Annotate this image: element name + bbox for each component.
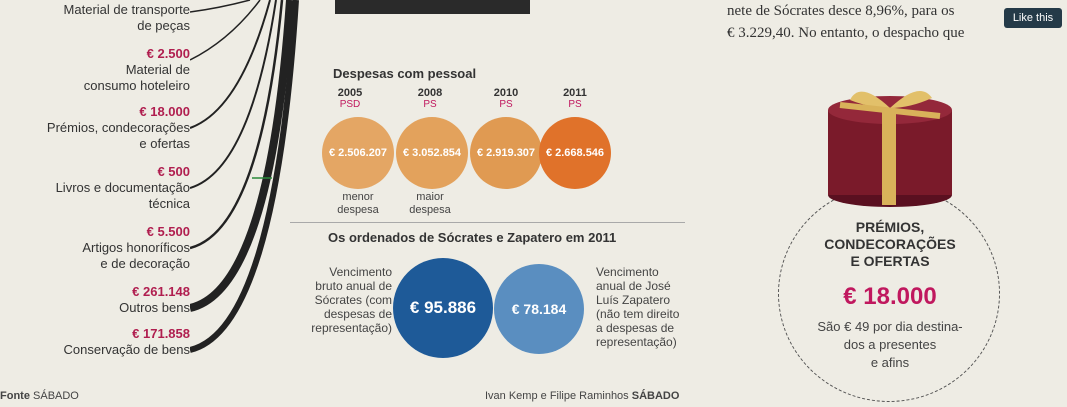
item-conservation-amount: € 171.858 (132, 326, 190, 341)
item-conservation-label: Conservação de bens (63, 342, 190, 357)
item-hotel-label-1: Material de (125, 62, 190, 77)
gift-box-icon (828, 90, 952, 207)
socrates-salary-circle: € 95.886 (393, 258, 493, 358)
gift-desc-2: dos a presentes (843, 337, 937, 352)
zapatero-desc-5: a despesas de (596, 321, 675, 335)
article-text: nete de Sócrates desce 8,96%, para os € … (727, 0, 964, 44)
item-prizes: € 18.000 Prémios, condecorações e oferta… (47, 104, 190, 152)
connector-lines (190, 0, 299, 353)
item-books-label-2: técnica (148, 196, 190, 211)
footer-credit-names: Ivan Kemp e Filipe Raminhos (485, 390, 629, 402)
note-lowest: menor despesa (328, 191, 388, 217)
party-2011: PS (568, 99, 582, 110)
gift-title-2: CONDECORAÇÕES (824, 236, 956, 252)
gift-description: São € 49 por dia destina- dos a presente… (790, 318, 990, 372)
socrates-desc-4: despesas de (323, 307, 392, 321)
item-prizes-label-1: Prémios, condecorações (46, 120, 190, 135)
circle-2011: € 2.668.546 (539, 117, 611, 189)
zapatero-desc-3: Luís Zapatero (596, 293, 671, 307)
item-decor-label-2: e de decoração (100, 256, 190, 271)
note-lowest-2: despesa (337, 204, 379, 216)
item-transport-label-1: Material de transporte (63, 2, 190, 17)
gift-title: PRÉMIOS, CONDECORAÇÕES E OFERTAS (790, 219, 990, 270)
zapatero-desc-4: (não tem direito (596, 307, 680, 321)
socrates-desc-5: representação) (311, 321, 392, 335)
section-divider (290, 222, 685, 223)
item-prizes-label-2: e ofertas (139, 136, 190, 151)
like-button[interactable]: Like this (1004, 8, 1062, 28)
item-decor-amount: € 5.500 (146, 224, 190, 239)
year-2010: 2010 (493, 87, 519, 99)
zapatero-desc-6: representação) (596, 335, 677, 349)
socrates-desc-2: bruto anual de (315, 279, 392, 293)
year-2008: 2008 (417, 87, 443, 99)
socrates-desc-1: Vencimento (329, 265, 392, 279)
zapatero-salary-circle: € 78.184 (494, 264, 584, 354)
top-dark-block (335, 0, 530, 14)
zapatero-desc-1: Vencimento (596, 265, 659, 279)
item-hotel: € 2.500 Material de consumo hoteleiro (84, 46, 190, 94)
article-line-2: € 3.229,40. No entanto, o despacho que (727, 25, 965, 41)
footer-source-label: Fonte (0, 390, 30, 402)
item-transport-label-2: de peças (137, 18, 190, 33)
circle-2010: € 2.919.307 (470, 117, 542, 189)
party-2005: PSD (339, 99, 361, 110)
note-lowest-1: menor (342, 191, 374, 203)
item-hotel-label-2: consumo hoteleiro (83, 78, 190, 93)
circle-2008: € 3.052.854 (396, 117, 468, 189)
note-highest: maior despesa (400, 191, 460, 217)
socrates-desc-3: Sócrates (com (314, 293, 392, 307)
salaries-title: Os ordenados de Sócrates e Zapatero em 2… (328, 230, 617, 245)
year-2005: 2005 (337, 87, 363, 99)
year-2011: 2011 (563, 87, 587, 99)
footer-credit-brand: SÁBADO (631, 390, 680, 402)
zapatero-desc-2: anual de José (596, 279, 671, 293)
party-2010: PS (499, 99, 513, 110)
footer-credit: Ivan Kemp e Filipe Raminhos SÁBADO (485, 390, 679, 402)
footer-source: Fonte SÁBADO (0, 390, 79, 402)
item-decor: € 5.500 Artigos honoríficos e de decoraç… (82, 224, 190, 272)
item-decor-label-1: Artigos honoríficos (82, 240, 190, 255)
gift-desc-1: São € 49 por dia destina- (817, 319, 963, 334)
item-other: € 261.148 Outros bens (119, 284, 190, 316)
gift-title-3: E OFERTAS (850, 253, 930, 269)
socrates-description: Vencimento bruto anual de Sócrates (com … (292, 265, 392, 335)
item-transport: Material de transporte de peças (64, 2, 190, 34)
item-conservation: € 171.858 Conservação de bens (64, 326, 190, 358)
note-highest-1: maior (416, 191, 444, 203)
gift-amount: € 18.000 (843, 283, 937, 310)
item-other-label: Outros bens (119, 300, 190, 315)
footer-source-name: SÁBADO (33, 390, 79, 402)
item-prizes-amount: € 18.000 (139, 104, 190, 119)
zapatero-description: Vencimento anual de José Luís Zapatero (… (596, 265, 706, 349)
item-books-amount: € 500 (157, 164, 190, 179)
item-hotel-amount: € 2.500 (146, 46, 190, 61)
article-line-1: nete de Sócrates desce 8,96%, para os (727, 3, 955, 19)
note-highest-2: despesa (409, 204, 451, 216)
item-books: € 500 Livros e documentação técnica (56, 164, 190, 212)
gift-title-1: PRÉMIOS, (855, 219, 925, 235)
party-2008: PS (423, 99, 437, 110)
item-other-amount: € 261.148 (132, 284, 190, 299)
personnel-title: Despesas com pessoal (333, 66, 477, 81)
item-books-label-1: Livros e documentação (55, 180, 190, 195)
circle-2005: € 2.506.207 (322, 117, 394, 189)
gift-desc-3: e afins (870, 355, 910, 370)
